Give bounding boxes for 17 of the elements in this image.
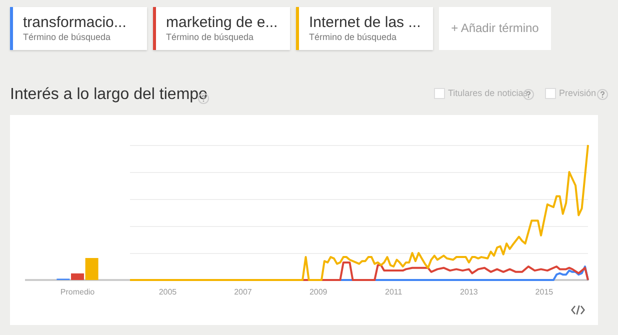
- legend-label: transformacio...: [23, 14, 128, 31]
- text: Término de búsqueda: [23, 32, 111, 42]
- legend-label: Internet de las ...: [309, 14, 422, 31]
- legend-title: Término de búsqueda: [166, 32, 255, 42]
- text: + Añadir término: [439, 7, 551, 50]
- text: Término de búsqueda: [309, 32, 397, 42]
- x-tick-label: Promedio: [60, 288, 96, 296]
- chart-title: Interés a lo largo del tiempo: [10, 86, 208, 104]
- text: Titulares de noticias: [448, 88, 528, 98]
- x-tick-label: 2005: [158, 288, 178, 296]
- x-tick-label: 2007: [234, 288, 252, 296]
- x-tick-label: 2009: [309, 288, 328, 296]
- legend-label: marketing de e...: [166, 14, 279, 31]
- x-tick-label: 2015: [535, 288, 554, 296]
- text: Previsión: [559, 88, 596, 98]
- x-tick-label: 2013: [460, 288, 478, 296]
- x-tick-label: 2011: [384, 288, 403, 296]
